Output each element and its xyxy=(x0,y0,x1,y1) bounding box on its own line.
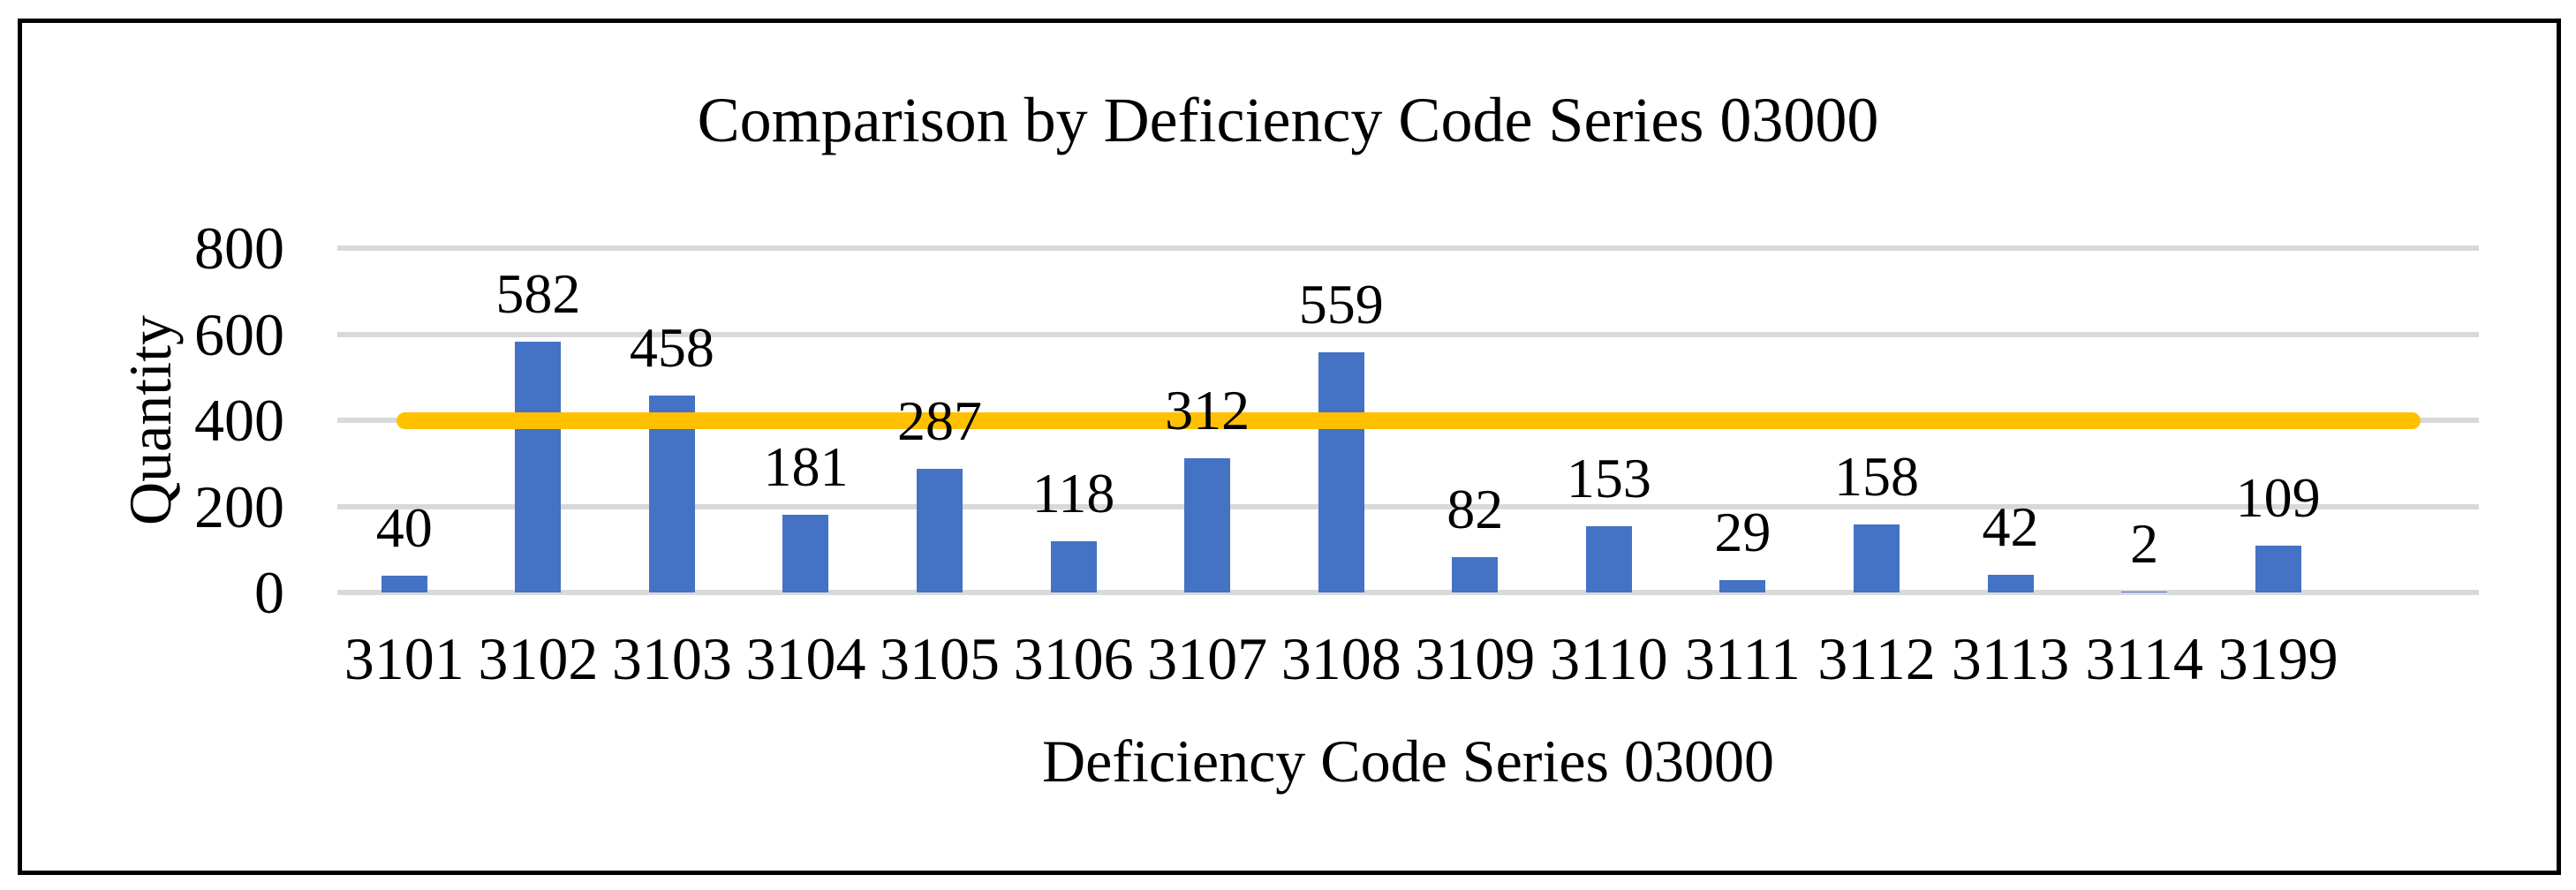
bar-3107 xyxy=(1184,457,1231,592)
bar-3113 xyxy=(1987,574,2034,592)
y-tick-label: 400 xyxy=(194,387,284,454)
y-tick-label: 800 xyxy=(194,215,284,282)
bar-3111 xyxy=(1719,579,1766,592)
data-label-3111: 29 xyxy=(1714,500,1771,563)
data-label-3113: 42 xyxy=(1982,494,2039,558)
bar-3104 xyxy=(782,514,829,592)
gridline-0 xyxy=(337,590,2479,595)
bar-3102 xyxy=(515,342,562,592)
bar-3105 xyxy=(917,469,963,592)
reference-line xyxy=(396,412,2421,429)
data-label-3103: 458 xyxy=(629,315,714,379)
gridline-200 xyxy=(337,503,2479,509)
data-label-3108: 559 xyxy=(1298,272,1384,336)
x-tick-label-3101: 3101 xyxy=(344,625,465,692)
x-tick-label-3105: 3105 xyxy=(880,625,1001,692)
x-tick-label-3108: 3108 xyxy=(1280,625,1401,692)
plot-area: 40 582 458 181 287 118 312 559 82 153 29 158 42 2 109 xyxy=(337,245,2479,595)
bar-3101 xyxy=(381,575,427,592)
x-tick-label-3106: 3106 xyxy=(1013,625,1134,692)
bar-3112 xyxy=(1853,524,1900,592)
y-tick-label: 0 xyxy=(254,559,284,626)
gridline-600 xyxy=(337,331,2479,337)
data-label-3107: 312 xyxy=(1165,378,1250,441)
data-label-3104: 181 xyxy=(763,434,849,498)
bar-3106 xyxy=(1050,541,1097,592)
data-label-3114: 2 xyxy=(2130,512,2159,576)
x-tick-label-3110: 3110 xyxy=(1550,625,1668,692)
x-tick-label-3111: 3111 xyxy=(1684,625,1801,692)
data-label-3112: 158 xyxy=(1833,444,1919,508)
x-tick-label-3112: 3112 xyxy=(1817,625,1936,692)
data-label-3199: 109 xyxy=(2235,465,2321,529)
x-tick-label-3114: 3114 xyxy=(2085,625,2203,692)
x-tick-label-3113: 3113 xyxy=(1951,625,2070,692)
x-tick-label-3109: 3109 xyxy=(1415,625,1536,692)
data-label-3109: 82 xyxy=(1447,478,1504,541)
data-label-3106: 118 xyxy=(1031,462,1115,525)
x-tick-label-3104: 3104 xyxy=(745,625,866,692)
data-label-3102: 582 xyxy=(495,262,581,326)
y-tick-label: 600 xyxy=(194,300,284,368)
x-tick-label-3102: 3102 xyxy=(478,625,599,692)
bar-3199 xyxy=(2255,545,2301,592)
data-label-3101: 40 xyxy=(375,495,433,559)
chart-title: Comparison by Deficiency Code Series 030… xyxy=(697,85,1879,155)
y-tick-label: 200 xyxy=(194,472,284,540)
x-tick-label-3103: 3103 xyxy=(611,625,732,692)
data-label-3105: 287 xyxy=(897,389,983,453)
chart-border xyxy=(18,19,2561,875)
gridline-800 xyxy=(337,245,2479,251)
bar-3110 xyxy=(1585,526,1632,592)
x-tick-label-3107: 3107 xyxy=(1147,625,1268,692)
bar-3108 xyxy=(1318,351,1364,592)
x-axis-title: Deficiency Code Series 03000 xyxy=(1042,728,1774,795)
x-tick-label-3199: 3199 xyxy=(2217,625,2338,692)
bar-3109 xyxy=(1452,557,1499,592)
data-label-3110: 153 xyxy=(1566,447,1651,510)
